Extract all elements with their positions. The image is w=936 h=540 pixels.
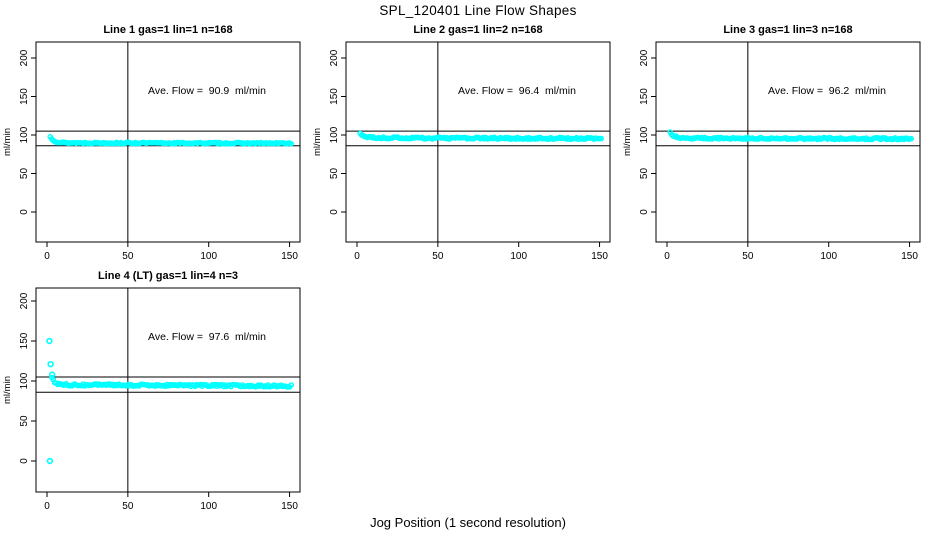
plot-box [345,41,611,243]
panels-container: Line 1 gas=1 lin=1 n=168 0 50 100 150 0 50 100 1… [2,24,921,512]
data-point [288,382,295,388]
x-tick-label: 150 [281,251,298,262]
y-tick-label: 200 [329,49,340,66]
outlier-point [46,337,53,345]
ave-flow-annotation: Ave. Flow = 90.9 ml/min [148,85,266,97]
x-tick-label: 150 [591,251,608,262]
y-tick-label: 100 [639,126,650,143]
x-tick-label: 50 [742,251,754,262]
y-tick-label: 200 [639,49,650,66]
y-tick-label: 150 [19,88,30,105]
y-tick-label: 50 [19,415,30,427]
y-axis-ticks: 0 50 100 150 200 [639,49,656,215]
ave-flow-annotation: Ave. Flow = 96.4 ml/min [458,85,576,97]
y-axis-title: ml/min [2,376,13,404]
x-axis-ticks: 0 50 100 150 [664,242,918,262]
x-axis-title: Jog Position (1 second resolution) [370,515,566,530]
panel-line-2: Line 2 gas=1 lin=2 n=168 0 50 100 150 0 50 100 1… [312,24,611,262]
y-axis-ticks: 0 50 100 150 200 [329,49,346,215]
y-tick-label: 0 [19,458,30,464]
y-tick-label: 0 [639,209,650,215]
data-point [908,135,915,142]
y-tick-label: 100 [329,126,340,143]
y-tick-label: 50 [19,168,30,180]
x-axis-ticks: 0 50 100 150 [354,242,608,262]
data-point [288,140,295,147]
x-tick-label: 0 [44,251,50,262]
ave-flow-annotation: Ave. Flow = 96.2 ml/min [768,85,886,97]
x-tick-label: 100 [200,501,217,512]
data-points [357,130,605,143]
reference-lines [346,42,610,242]
x-tick-label: 50 [432,251,444,262]
x-tick-label: 50 [122,501,134,512]
data-points [47,133,295,147]
chart-title: SPL_120401 Line Flow Shapes [379,3,576,18]
x-tick-label: 100 [510,251,527,262]
x-tick-label: 0 [44,501,50,512]
panel-title: Line 4 (LT) gas=1 lin=4 n=3 [98,270,238,282]
plot-box [35,287,301,493]
y-tick-label: 150 [639,88,650,105]
outlier-point [46,457,54,465]
y-axis-ticks: 0 50 100 150 200 [19,49,36,215]
x-tick-label: 150 [901,251,918,262]
data-point [598,135,605,142]
y-tick-label: 100 [19,372,30,389]
y-axis-title: ml/min [2,128,13,156]
panel-line-3: Line 3 gas=1 lin=3 n=168 0 50 100 150 0 50 100 1… [622,24,921,262]
panel-title: Line 1 gas=1 lin=1 n=168 [103,24,232,36]
y-tick-label: 0 [19,209,30,215]
y-tick-label: 150 [19,332,30,349]
reference-lines [656,42,920,242]
panel-title: Line 2 gas=1 lin=2 n=168 [413,24,542,36]
y-axis-title: ml/min [312,128,323,156]
y-tick-label: 0 [329,209,340,215]
x-tick-label: 0 [354,251,360,262]
ave-flow-annotation: Ave. Flow = 97.6 ml/min [148,331,266,343]
y-tick-label: 100 [19,126,30,143]
x-axis-ticks: 0 50 100 150 [44,492,298,512]
y-tick-label: 200 [19,49,30,66]
y-axis-ticks: 0 50 100 150 200 [19,292,36,464]
x-tick-label: 100 [820,251,837,262]
x-tick-label: 150 [281,501,298,512]
data-points [667,129,915,143]
panel-title: Line 3 gas=1 lin=3 n=168 [723,24,852,36]
panel-line-1: Line 1 gas=1 lin=1 n=168 0 50 100 150 0 50 100 1… [2,24,301,262]
x-axis-ticks: 0 50 100 150 [44,242,298,262]
panel-line-4: Line 4 (LT) gas=1 lin=4 n=3 0 50 100 150 0 50 1… [2,270,301,512]
x-tick-label: 0 [664,251,670,262]
y-axis-title: ml/min [622,128,633,156]
x-tick-label: 100 [200,251,217,262]
data-points [46,337,295,465]
outlier-point [48,371,56,378]
reference-lines [36,288,300,492]
y-tick-label: 50 [329,168,340,180]
plot-box [655,41,921,243]
plot-box [35,41,301,243]
x-tick-label: 50 [122,251,134,262]
y-tick-label: 50 [639,168,650,180]
y-tick-label: 150 [329,88,340,105]
outlier-point [47,361,54,368]
y-tick-label: 200 [19,292,30,309]
